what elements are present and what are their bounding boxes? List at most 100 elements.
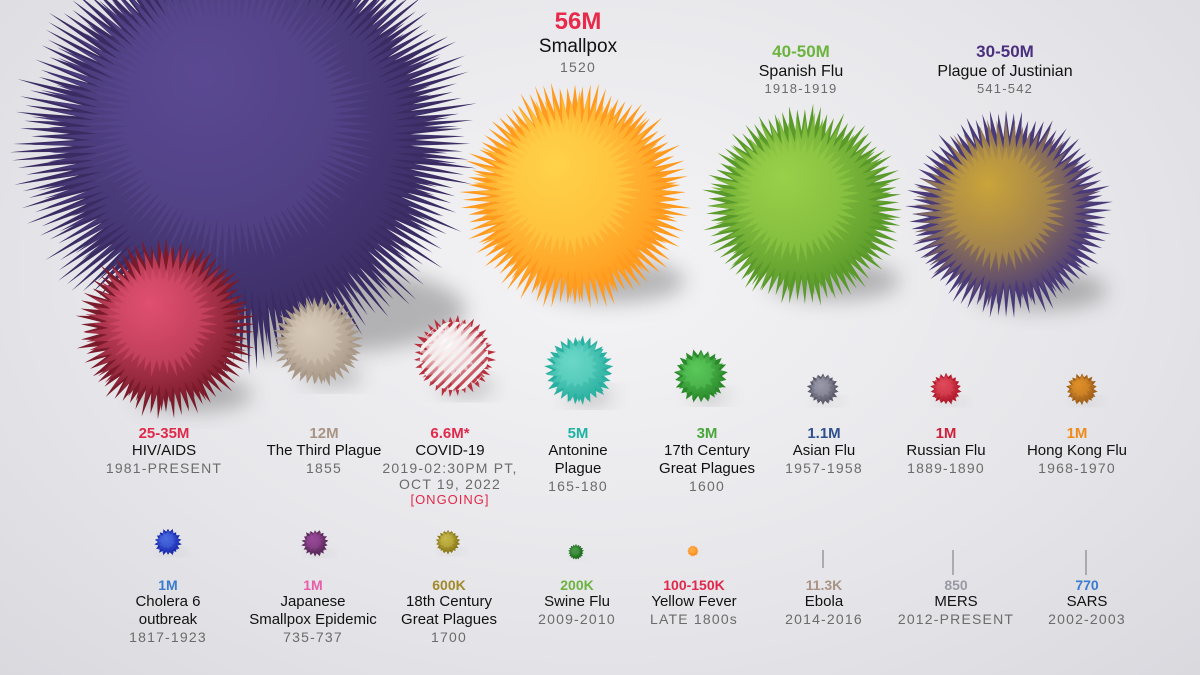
bubble-hong_kong <box>1066 373 1098 406</box>
name-covid: COVID-19 <box>415 442 485 459</box>
years-mers: 2012-PRESENT <box>897 611 1015 627</box>
years-cholera6: 1817-1923 <box>129 629 207 645</box>
name-hiv: HIV/AIDS <box>131 442 197 459</box>
years-18th: 1700 <box>431 629 467 645</box>
deaths-sars: 770 <box>1075 577 1099 593</box>
bubble-hiv <box>75 237 257 420</box>
label-17th: 3M 17th Century Great Plagues 1600 <box>659 425 755 494</box>
bubble-17th <box>673 349 728 403</box>
years-japanese_smallpox: 735-737 <box>283 629 343 645</box>
deaths-justinian: 30-50M <box>976 42 1034 61</box>
years-yellow_fever: LATE 1800s <box>649 611 739 627</box>
status-covid: [ONGOING] <box>410 492 490 507</box>
label-ebola: 11.3K Ebola 2014-2016 <box>785 577 863 627</box>
label-hiv: 25-35M HIV/AIDS 1981-PRESENT <box>106 425 222 476</box>
deaths-spanish_flu: 40-50M <box>772 42 830 61</box>
name-swine_flu: Swine Flu <box>544 593 610 610</box>
bubble-smallpox <box>459 82 692 309</box>
deaths-antonine: 5M <box>567 425 589 442</box>
deaths-third_plague: 12M <box>309 425 339 442</box>
deaths-18th: 600K <box>432 577 466 593</box>
years-antonine: 165-180 <box>548 478 608 494</box>
name-yellow_fever: Yellow Fever <box>651 593 737 610</box>
name-japanese_smallpox: Japanese <box>280 593 346 610</box>
label-swine_flu: 200K Swine Flu 2009-2010 <box>538 577 616 627</box>
name-spanish_flu: Spanish Flu <box>758 63 844 80</box>
name-mers: MERS <box>934 593 978 610</box>
label-covid: 6.6M* COVID-19 2019-02:30PM PT, OCT 19, 202… <box>382 425 517 507</box>
name-russian_flu: Russian Flu <box>906 442 986 459</box>
years-hong_kong: 1968-1970 <box>1038 460 1116 476</box>
label-18th: 600K 18th Century Great Plagues 1700 <box>401 577 497 645</box>
label-japanese_smallpox: 1M Japanese Smallpox Epidemic 735-737 <box>249 577 377 645</box>
years-russian_flu: 1889-1890 <box>907 460 985 476</box>
years-covid: 2019-02:30PM PT, <box>382 460 518 476</box>
name2-cholera6: outbreak <box>138 611 198 628</box>
bubble-swine_flu <box>568 543 585 560</box>
label-russian_flu: 1M Russian Flu 1889-1890 <box>906 425 985 476</box>
name-antonine: Antonine <box>548 442 608 459</box>
years-sars: 2002-2003 <box>1048 611 1126 627</box>
deaths-mers: 850 <box>944 577 968 593</box>
years-swine_flu: 2009-2010 <box>538 611 616 627</box>
years-17th: 1600 <box>689 478 725 494</box>
deaths-japanese_smallpox: 1M <box>303 577 323 593</box>
deaths-covid: 6.6M* <box>430 425 470 442</box>
bubble-antonine <box>544 335 614 405</box>
years-spanish_flu: 1918-1919 <box>764 81 838 97</box>
years2-covid: OCT 19, 2022 <box>398 476 502 492</box>
name-cholera6: Cholera 6 <box>135 593 201 610</box>
name2-17th: Great Plagues <box>659 460 755 477</box>
years-hiv: 1981-PRESENT <box>105 460 223 476</box>
name-justinian: Plague of Justinian <box>937 63 1073 80</box>
name2-antonine: Plague <box>554 460 602 477</box>
name2-japanese_smallpox: Smallpox Epidemic <box>249 611 377 628</box>
label-justinian: 30-50M Plague of Justinian 541-542 <box>937 42 1072 96</box>
years-asian_flu: 1957-1958 <box>785 460 863 476</box>
bubble-russian_flu <box>930 372 962 405</box>
years-smallpox: 1520 <box>560 58 596 75</box>
bubble-spanish_flu <box>702 103 903 306</box>
deaths-russian_flu: 1M <box>935 425 957 442</box>
name-third_plague: The Third Plague <box>266 442 382 459</box>
label-antonine: 5M Antonine Plague 165-180 <box>548 425 608 494</box>
bubble-justinian <box>905 110 1113 319</box>
label-spanish_flu: 40-50M Spanish Flu 1918-1919 <box>759 42 844 96</box>
label-hong_kong: 1M Hong Kong Flu 1968-1970 <box>1027 425 1127 476</box>
bubble-japanese_smallpox <box>301 530 329 557</box>
bubble-asian_flu <box>806 373 839 405</box>
deaths-hiv: 25-35M <box>138 425 190 442</box>
name-asian_flu: Asian Flu <box>792 442 856 459</box>
deaths-ebola: 11.3K <box>805 577 843 593</box>
deaths-asian_flu: 1.1M <box>807 425 841 442</box>
deaths-yellow_fever: 100-150K <box>663 577 725 593</box>
label-third_plague: 12M The Third Plague 1855 <box>267 425 382 476</box>
bubble-cholera6 <box>154 528 182 556</box>
bubble-third_plague <box>273 296 364 387</box>
deaths-smallpox: 56M <box>554 8 602 35</box>
years-third_plague: 1855 <box>306 460 342 476</box>
name-sars: SARS <box>1066 593 1108 610</box>
name-smallpox: Smallpox <box>538 36 618 57</box>
name-hong_kong: Hong Kong Flu <box>1026 442 1128 459</box>
years-justinian: 541-542 <box>976 81 1034 97</box>
deaths-17th: 3M <box>696 425 718 442</box>
label-cholera6: 1M Cholera 6 outbreak 1817-1923 <box>129 577 207 645</box>
label-mers: 850 MERS 2012-PRESENT <box>898 577 1014 627</box>
name-18th: 18th Century <box>406 593 492 610</box>
deaths-swine_flu: 200K <box>560 577 594 593</box>
label-yellow_fever: 100-150K Yellow Fever LATE 1800s <box>650 577 738 627</box>
name-ebola: Ebola <box>804 593 844 610</box>
label-smallpox: 56M Smallpox 1520 <box>539 8 617 75</box>
label-asian_flu: 1.1M Asian Flu 1957-1958 <box>785 425 863 476</box>
name2-18th: Great Plagues <box>401 611 497 628</box>
years-ebola: 2014-2016 <box>785 611 863 627</box>
bubble-18th <box>435 529 461 555</box>
deaths-cholera6: 1M <box>158 577 178 593</box>
label-sars: 770 SARS 2002-2003 <box>1048 577 1126 627</box>
name-17th: 17th Century <box>664 442 750 459</box>
deaths-hong_kong: 1M <box>1066 425 1088 442</box>
bubble-yellow_fever <box>687 545 699 557</box>
